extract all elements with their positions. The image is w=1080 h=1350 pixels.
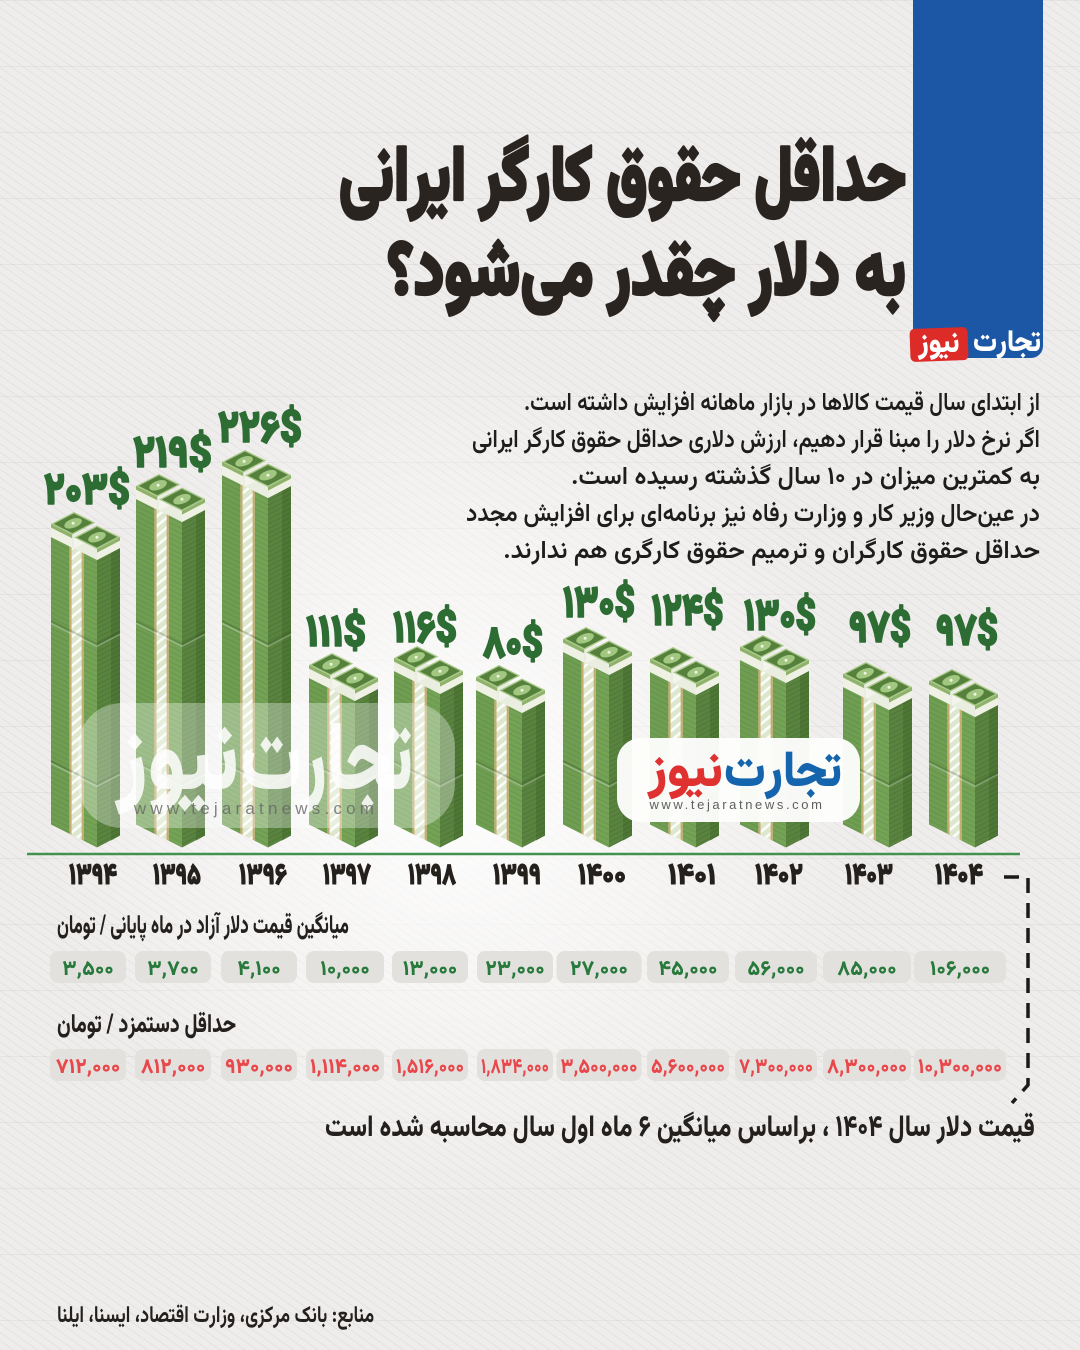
svg-text:www.tejaratnews.com: www.tejaratnews.com [648,797,824,812]
svg-text:www.tejaratnews.com: www.tejaratnews.com [133,799,378,818]
